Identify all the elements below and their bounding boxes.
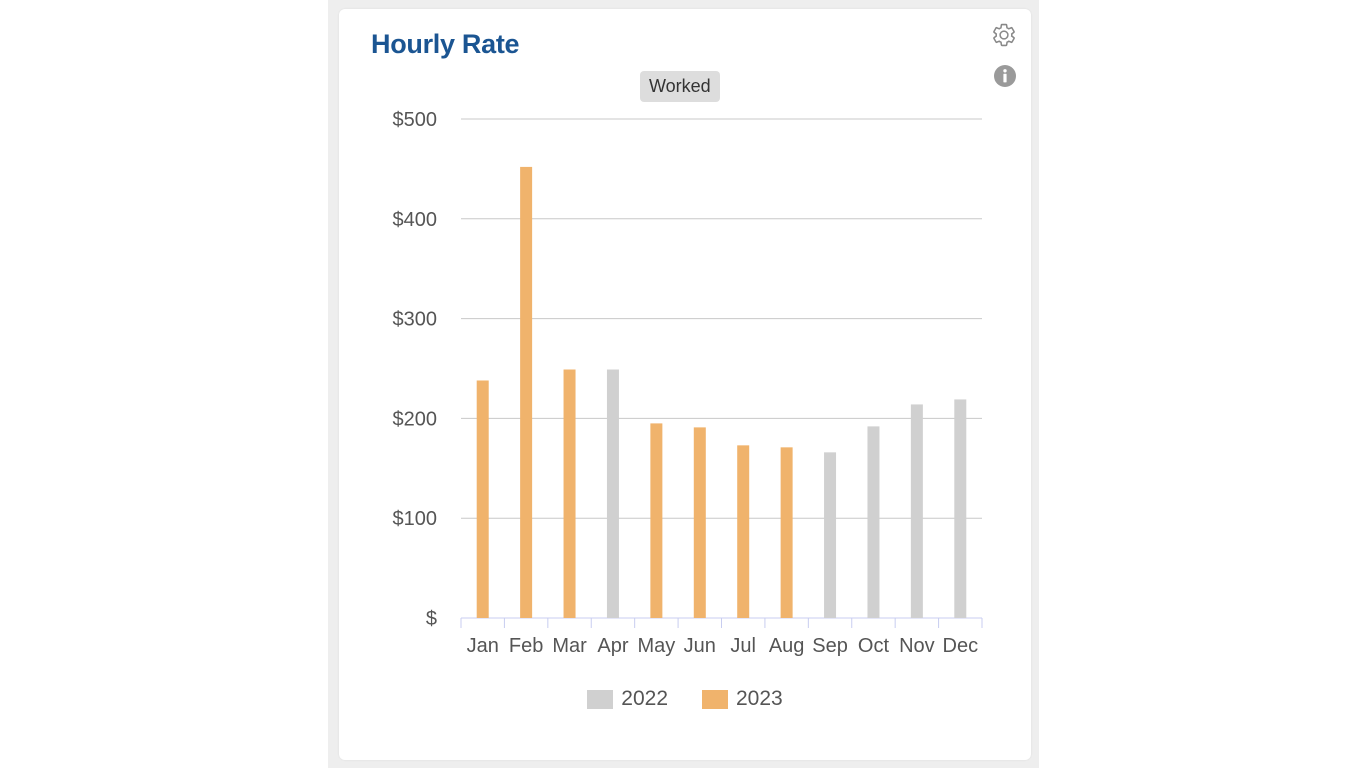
legend-item-2023[interactable]: 2023 [702, 687, 783, 711]
legend-swatch [702, 689, 728, 709]
y-tick-label: $500 [393, 109, 438, 131]
bar-2023-jan [476, 380, 489, 618]
bar-2023-may [650, 423, 663, 618]
x-tick-label: Jun [684, 635, 716, 657]
bar-2022-nov [910, 404, 923, 618]
bar-2023-mar [563, 369, 576, 618]
x-tick-label: Aug [769, 635, 805, 657]
widget-title: Hourly Rate [371, 29, 520, 59]
legend-swatch [587, 689, 614, 709]
info-icon [994, 65, 1016, 87]
bar-2023-feb [520, 166, 533, 619]
legend-label: 2023 [736, 687, 783, 710]
x-tick-label: Mar [552, 635, 587, 657]
dashboard-background: Hourly Rate Worked $ $100 $200 $300 $400 $500… [328, 0, 1039, 768]
y-tick-label: $400 [393, 209, 438, 231]
x-tick-label: Apr [597, 635, 628, 657]
bar-2022-oct [867, 426, 880, 618]
x-tick-label: Oct [858, 635, 890, 657]
worked-toggle-button[interactable]: Worked [640, 71, 720, 102]
y-tick-label: $200 [393, 408, 438, 430]
y-tick-label: $300 [393, 309, 438, 331]
chart-legend: 2022 2023 [339, 687, 1031, 711]
info-button[interactable] [992, 63, 1018, 89]
y-tick-label: $100 [393, 508, 438, 530]
gear-icon [993, 23, 1015, 47]
x-tick-label: Dec [943, 635, 979, 657]
hourly-rate-widget: Hourly Rate Worked $ $100 $200 $300 $400 $500… [339, 9, 1031, 760]
bar-2022-apr [606, 369, 619, 618]
legend-item-2022[interactable]: 2022 [587, 687, 668, 711]
bar-2023-jun [693, 427, 706, 618]
x-tick-label: Jul [730, 635, 756, 657]
x-tick-label: Jan [467, 635, 499, 657]
bar-2023-jul [737, 445, 750, 618]
hourly-rate-bar-chart: $ $100 $200 $300 $400 $500 Jan Feb Mar Apr May Jun J… [393, 109, 983, 657]
bar-2022-dec [954, 399, 967, 618]
settings-button[interactable] [991, 22, 1017, 48]
x-tick-label: Sep [812, 635, 848, 657]
x-tick-label: Nov [899, 635, 935, 657]
legend-label: 2022 [621, 687, 668, 710]
x-tick-label: Feb [509, 635, 543, 657]
y-tick-label: $ [426, 608, 437, 630]
bar-2023-aug [780, 447, 793, 618]
bar-2022-sep [824, 452, 837, 618]
x-tick-label: May [637, 635, 675, 657]
